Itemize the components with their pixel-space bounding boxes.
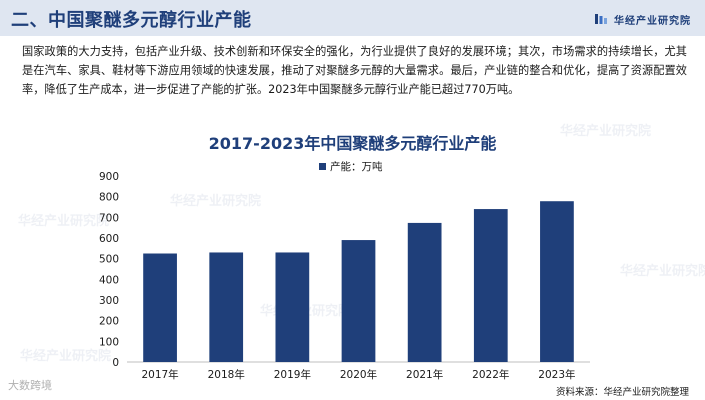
x-tick-label: 2021年 <box>406 368 443 381</box>
brand-name: 华经产业研究院 <box>614 15 691 27</box>
x-tick-label: 2019年 <box>274 368 311 381</box>
intro-paragraph: 国家政策的大力支持，包括产业升级、技术创新和环保安全的强化，为行业提供了良好的发… <box>22 45 687 96</box>
bottom-watermark: 大数跨境 <box>8 379 52 392</box>
y-tick-label: 900 <box>99 171 119 183</box>
bar <box>540 201 574 362</box>
x-tick-label: 2018年 <box>208 368 245 381</box>
source-note: 资料来源：华经产业研究院整理 <box>555 387 689 398</box>
legend-swatch <box>319 163 326 170</box>
y-tick-label: 800 <box>99 192 119 204</box>
y-tick-label: 600 <box>99 233 119 245</box>
y-tick-label: 700 <box>99 212 119 224</box>
bar <box>275 252 310 362</box>
bar <box>473 209 508 362</box>
x-tick-label: 2023年 <box>538 368 575 381</box>
x-tick-label: 2020年 <box>340 368 377 381</box>
chart-title: 2017-2023年中国聚醚多元醇行业产能 <box>208 134 497 153</box>
y-tick-label: 300 <box>99 295 119 307</box>
x-tick-label: 2022年 <box>472 368 509 381</box>
bar <box>209 252 244 362</box>
y-tick-label: 100 <box>99 336 119 348</box>
brand: 华经产业研究院 <box>594 11 691 27</box>
y-tick-label: 0 <box>112 357 119 369</box>
brand-logo-icon <box>595 14 607 24</box>
page-title: 二、中国聚醚多元醇行业产能 <box>11 10 252 31</box>
x-tick-label: 2017年 <box>141 368 178 381</box>
bar <box>407 222 442 362</box>
y-tick-label: 500 <box>99 254 119 266</box>
y-tick-label: 200 <box>99 316 119 328</box>
y-tick-label: 400 <box>99 274 119 286</box>
header-bar: 二、中国聚醚多元醇行业产能 华经产业研究院 <box>0 0 705 36</box>
bar <box>341 240 376 362</box>
legend-label: 产能：万吨 <box>330 160 383 173</box>
bar <box>143 253 177 362</box>
